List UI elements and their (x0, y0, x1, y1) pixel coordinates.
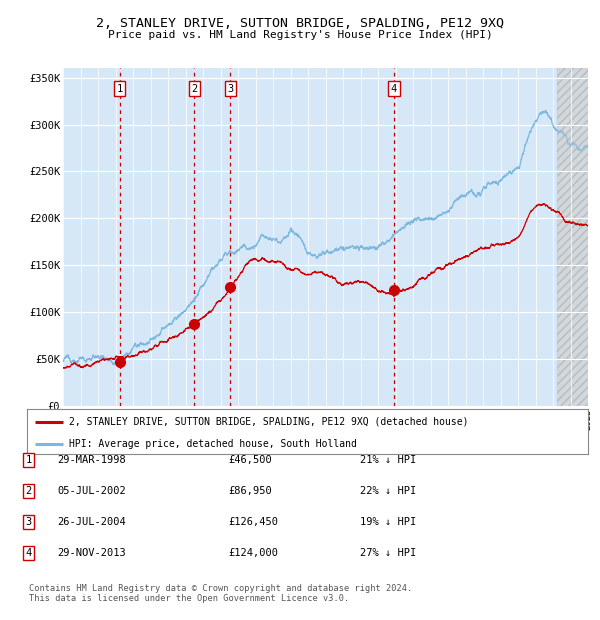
Text: 22% ↓ HPI: 22% ↓ HPI (360, 486, 416, 496)
Text: Contains HM Land Registry data © Crown copyright and database right 2024.
This d: Contains HM Land Registry data © Crown c… (29, 584, 412, 603)
Bar (557, 68, 588, 406)
Text: £86,950: £86,950 (228, 486, 272, 496)
Text: 2, STANLEY DRIVE, SUTTON BRIDGE, SPALDING, PE12 9XQ: 2, STANLEY DRIVE, SUTTON BRIDGE, SPALDIN… (96, 17, 504, 30)
Text: 3: 3 (26, 517, 32, 527)
Text: 1: 1 (116, 84, 123, 94)
Text: 19% ↓ HPI: 19% ↓ HPI (360, 517, 416, 527)
Text: 29-NOV-2013: 29-NOV-2013 (57, 548, 126, 558)
Bar (557, 68, 588, 406)
Text: 2: 2 (191, 84, 197, 94)
Text: 4: 4 (26, 548, 32, 558)
Text: 1: 1 (26, 455, 32, 465)
Text: 26-JUL-2004: 26-JUL-2004 (57, 517, 126, 527)
Text: 27% ↓ HPI: 27% ↓ HPI (360, 548, 416, 558)
Text: £46,500: £46,500 (228, 455, 272, 465)
Text: £126,450: £126,450 (228, 517, 278, 527)
Text: 3: 3 (227, 84, 233, 94)
Text: 2, STANLEY DRIVE, SUTTON BRIDGE, SPALDING, PE12 9XQ (detached house): 2, STANLEY DRIVE, SUTTON BRIDGE, SPALDIN… (69, 417, 469, 427)
Text: £124,000: £124,000 (228, 548, 278, 558)
Text: HPI: Average price, detached house, South Holland: HPI: Average price, detached house, Sout… (69, 439, 357, 449)
Text: 4: 4 (391, 84, 397, 94)
Text: 29-MAR-1998: 29-MAR-1998 (57, 455, 126, 465)
Text: 2: 2 (26, 486, 32, 496)
Text: Price paid vs. HM Land Registry's House Price Index (HPI): Price paid vs. HM Land Registry's House … (107, 30, 493, 40)
Text: 05-JUL-2002: 05-JUL-2002 (57, 486, 126, 496)
Text: 21% ↓ HPI: 21% ↓ HPI (360, 455, 416, 465)
